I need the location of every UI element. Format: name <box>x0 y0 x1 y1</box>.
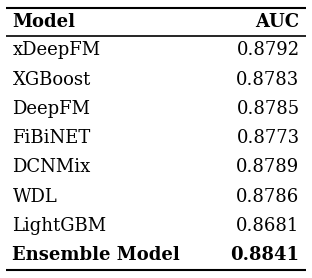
Text: 0.8792: 0.8792 <box>236 41 300 59</box>
Text: 0.8786: 0.8786 <box>236 188 300 206</box>
Text: DCNMix: DCNMix <box>12 158 91 176</box>
Text: AUC: AUC <box>256 13 300 31</box>
Text: XGBoost: XGBoost <box>12 71 91 89</box>
Text: 0.8783: 0.8783 <box>236 71 300 89</box>
Text: 0.8773: 0.8773 <box>236 129 300 147</box>
Text: Ensemble Model: Ensemble Model <box>12 246 180 264</box>
Text: 0.8841: 0.8841 <box>231 246 300 264</box>
Text: LightGBM: LightGBM <box>12 217 107 235</box>
Text: 0.8681: 0.8681 <box>236 217 300 235</box>
Text: 0.8785: 0.8785 <box>236 100 300 118</box>
Text: 0.8789: 0.8789 <box>236 158 300 176</box>
Text: WDL: WDL <box>12 188 57 206</box>
Text: DeepFM: DeepFM <box>12 100 90 118</box>
Text: Model: Model <box>12 13 76 31</box>
Text: FiBiNET: FiBiNET <box>12 129 91 147</box>
Text: xDeepFM: xDeepFM <box>12 41 100 59</box>
